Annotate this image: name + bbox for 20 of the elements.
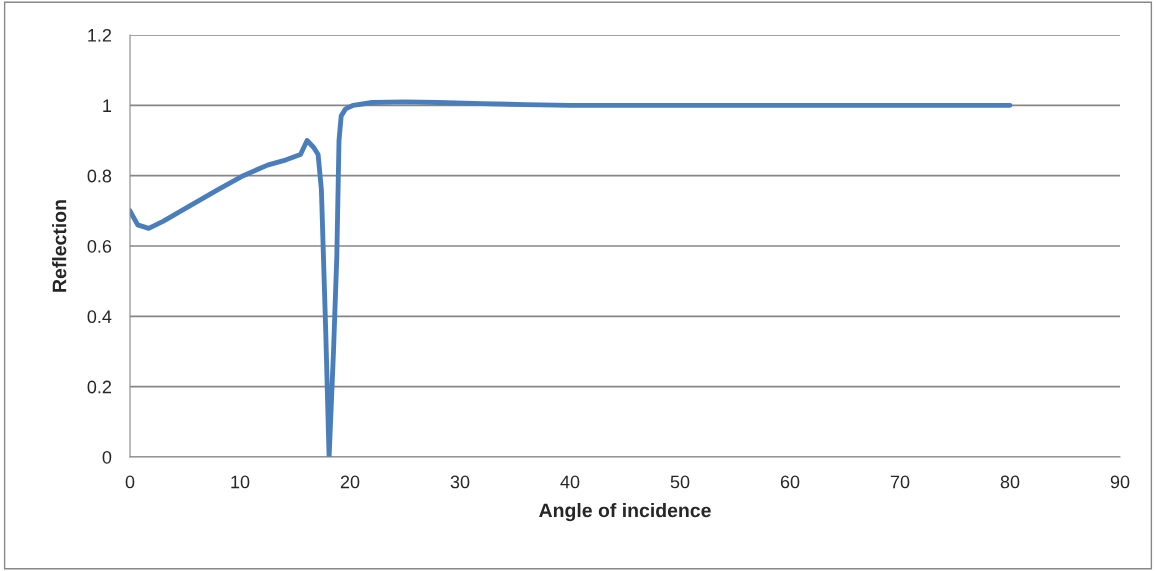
x-tick-label: 70 — [890, 475, 910, 489]
y-tick-label: 0.8 — [87, 169, 112, 183]
x-tick-label: 0 — [125, 475, 135, 489]
y-tick-label: 0 — [102, 450, 112, 464]
x-tick-label: 40 — [560, 475, 580, 489]
line-series — [130, 99, 1013, 457]
x-tick-label: 20 — [340, 475, 360, 489]
y-tick-label: 0.2 — [87, 380, 112, 394]
y-tick-label: 0.6 — [87, 239, 112, 253]
x-tick-label: 60 — [780, 475, 800, 489]
x-tick-label: 30 — [450, 475, 470, 489]
x-tick-label: 90 — [1110, 475, 1130, 489]
x-tick-label: 10 — [231, 475, 250, 489]
y-tick-label: 1 — [103, 99, 112, 112]
x-axis-title: Angle of incidence — [539, 503, 711, 522]
y-tick-label: 1.2 — [88, 28, 112, 42]
x-tick-label: 50 — [670, 475, 690, 489]
y-axis-title: Reflection — [52, 200, 67, 292]
y-tick-label: 0.4 — [87, 310, 112, 324]
x-tick-label: 80 — [1000, 475, 1020, 489]
